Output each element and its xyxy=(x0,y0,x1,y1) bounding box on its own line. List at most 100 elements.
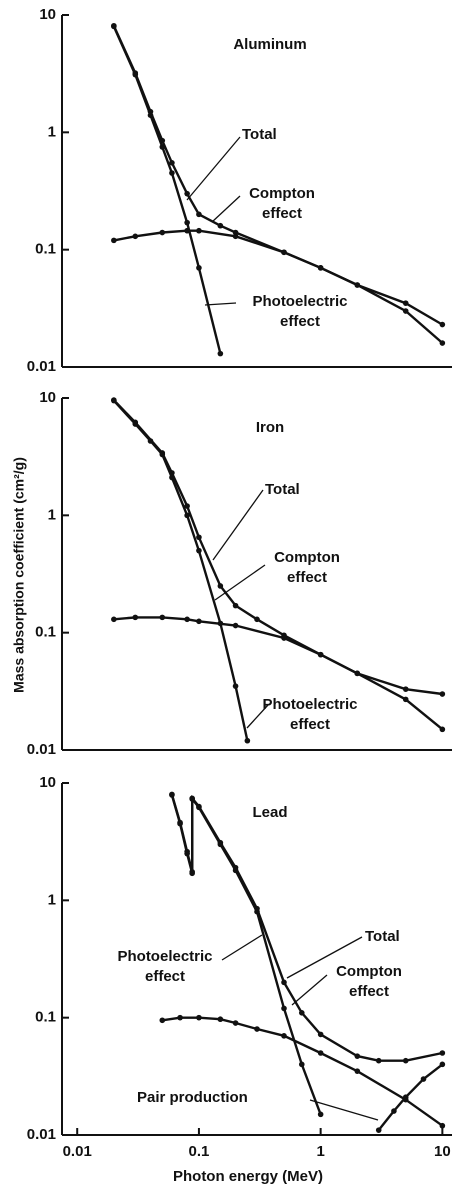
data-point xyxy=(317,1050,324,1056)
y-tick-label: 0.1 xyxy=(35,624,56,641)
data-point xyxy=(439,1122,446,1129)
data-point xyxy=(196,547,202,554)
data-point xyxy=(354,670,361,677)
series-line xyxy=(112,399,443,696)
data-point xyxy=(402,308,409,314)
data-point xyxy=(232,602,239,609)
series-label: Compton effect xyxy=(274,549,340,586)
data-point xyxy=(402,686,409,692)
data-point xyxy=(184,512,190,519)
data-point xyxy=(298,1061,305,1068)
data-point xyxy=(159,614,166,621)
data-point xyxy=(169,170,175,176)
data-point xyxy=(439,1061,446,1068)
series-line xyxy=(112,25,444,326)
series-line xyxy=(170,794,322,1115)
series-line xyxy=(113,229,444,344)
data-point xyxy=(184,850,190,857)
series-line xyxy=(112,399,249,741)
data-point xyxy=(402,696,409,703)
data-point xyxy=(254,908,260,915)
data-point xyxy=(189,796,195,802)
data-point xyxy=(147,438,154,444)
x-tick-label: 0.01 xyxy=(63,1143,92,1160)
data-point xyxy=(169,474,175,481)
y-tick-label: 1 xyxy=(48,123,56,140)
series-line xyxy=(112,25,222,354)
leader-line xyxy=(204,302,237,306)
series-label: Compton effect xyxy=(336,963,402,1000)
data-point xyxy=(132,233,139,240)
data-point xyxy=(420,1076,427,1082)
data-point xyxy=(159,1017,166,1024)
data-point xyxy=(147,112,154,118)
data-point xyxy=(232,683,239,689)
data-point xyxy=(196,804,202,811)
data-point xyxy=(189,870,195,877)
data-point xyxy=(184,616,190,623)
data-point xyxy=(232,1020,239,1026)
data-point xyxy=(196,534,202,541)
data-point xyxy=(354,1053,361,1059)
y-tick-label: 10 xyxy=(39,774,56,791)
series-label: Total xyxy=(365,928,400,945)
data-point xyxy=(217,222,224,229)
data-point xyxy=(439,691,446,697)
data-point xyxy=(391,1108,397,1114)
data-point xyxy=(439,340,446,346)
leader-line xyxy=(291,974,328,1006)
x-axis-label: Photon energy (MeV) xyxy=(173,1168,323,1185)
data-point xyxy=(298,1010,305,1016)
y-tick-label: 1 xyxy=(48,891,56,908)
data-point xyxy=(169,792,175,798)
data-point xyxy=(111,616,117,623)
data-point xyxy=(232,867,239,874)
panel: 0.01 0.1 1 10 Aluminum Total Compton effect Phot… xyxy=(27,6,452,375)
data-point xyxy=(317,265,324,271)
data-point xyxy=(281,1005,287,1012)
data-point xyxy=(132,71,139,78)
series-line xyxy=(162,1016,444,1127)
data-point xyxy=(281,635,287,641)
series-label: Photoelectric effect xyxy=(252,293,347,330)
leader-line xyxy=(246,704,269,729)
series-label: Pair production xyxy=(137,1089,248,1106)
data-point xyxy=(217,583,224,589)
data-point xyxy=(439,726,446,733)
data-point xyxy=(317,1031,324,1038)
data-point xyxy=(196,265,202,271)
y-tick-label: 0.01 xyxy=(27,358,56,375)
data-point xyxy=(111,237,117,244)
leader-line xyxy=(214,564,266,601)
data-point xyxy=(317,1111,324,1118)
y-tick-label: 1 xyxy=(48,506,56,523)
x-tick-label: 1 xyxy=(316,1143,324,1160)
data-point xyxy=(402,300,409,306)
data-point xyxy=(111,397,117,404)
data-point xyxy=(244,737,251,744)
x-tick-label: 10 xyxy=(434,1143,451,1160)
leader-line xyxy=(221,934,263,961)
data-point xyxy=(177,1014,183,1021)
data-point xyxy=(217,841,224,848)
data-point xyxy=(177,820,183,827)
y-tick-label: 0.01 xyxy=(27,741,56,758)
data-point xyxy=(196,227,202,234)
leader-line xyxy=(186,136,241,201)
data-point xyxy=(254,616,260,623)
y-tick-label: 10 xyxy=(39,6,56,23)
series-label: Compton effect xyxy=(249,185,315,222)
series-label: Total xyxy=(242,126,277,143)
y-tick-label: 0.1 xyxy=(35,241,56,258)
y-tick-label: 10 xyxy=(39,389,56,406)
data-point xyxy=(159,144,166,150)
data-point xyxy=(159,229,166,236)
data-point xyxy=(196,211,202,218)
y-tick-label: 0.1 xyxy=(35,1009,56,1026)
data-point xyxy=(217,620,224,627)
series-label: Photoelectric effect xyxy=(262,696,357,733)
data-point xyxy=(402,1094,409,1100)
data-point xyxy=(184,219,190,226)
data-point xyxy=(375,1057,382,1064)
